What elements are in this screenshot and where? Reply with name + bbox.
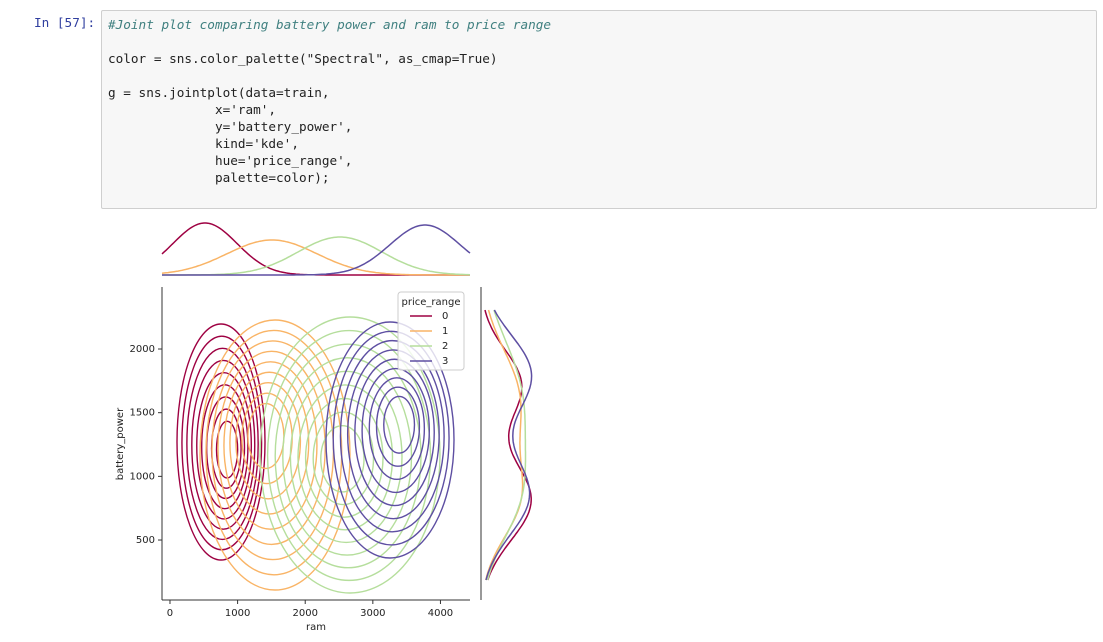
kde-contours xyxy=(325,321,455,559)
legend-title: price_range xyxy=(402,297,461,308)
code-line: hue='price_range', xyxy=(108,153,353,168)
x-tick-label: 4000 xyxy=(428,608,453,619)
code-cell[interactable]: #Joint plot comparing battery power and … xyxy=(101,10,1097,209)
kde-contour xyxy=(368,377,426,481)
marginal-kde-y xyxy=(485,309,533,581)
legend-label: 2 xyxy=(442,341,448,352)
kde-contour xyxy=(176,323,266,561)
marginal-kde-x xyxy=(162,224,471,276)
kde-contour xyxy=(196,371,253,520)
kde-contour xyxy=(266,329,432,582)
code-line: y='battery_power', xyxy=(108,119,353,134)
code-line: palette=color); xyxy=(108,170,330,185)
x-tick-label: 0 xyxy=(167,608,173,619)
code-line: x='ram', xyxy=(108,102,277,117)
kde-contour xyxy=(346,349,440,520)
y-tick-label: 1000 xyxy=(130,471,155,482)
kde-contour xyxy=(274,343,422,569)
code-line: kind='kde', xyxy=(108,136,299,151)
kde-contour xyxy=(259,316,441,594)
marginal-kde-x xyxy=(161,222,470,276)
marginal-kde-x xyxy=(161,239,470,276)
kde-contour xyxy=(200,384,249,510)
legend-label: 3 xyxy=(442,356,448,367)
kde-contour xyxy=(375,386,421,467)
y-axis-label: battery_power xyxy=(115,407,126,480)
kde-contour xyxy=(383,395,416,454)
kde-contour xyxy=(320,424,365,493)
x-tick-label: 1000 xyxy=(225,608,250,619)
y-tick-label: 1500 xyxy=(130,408,155,419)
marginal-kde-y xyxy=(486,309,527,581)
kde-contour xyxy=(181,335,263,551)
code-comment: #Joint plot comparing battery power and … xyxy=(108,17,552,32)
kde-contour xyxy=(199,319,351,591)
cell-prompt: In [57]: xyxy=(34,15,96,30)
code-line: color = sns.color_palette("Spectral", as… xyxy=(108,51,498,66)
y-tick-label: 500 xyxy=(136,535,155,546)
marginal-kde-y xyxy=(484,309,532,581)
kde-contour xyxy=(247,402,285,470)
x-tick-label: 3000 xyxy=(360,608,385,619)
kde-contour xyxy=(241,392,293,485)
kde-contour xyxy=(332,330,450,546)
legend-label: 0 xyxy=(442,311,448,322)
kde-contour xyxy=(354,358,435,507)
x-axis-label: ram xyxy=(306,622,326,633)
legend-label: 1 xyxy=(442,326,448,337)
kde-contour xyxy=(191,359,256,530)
marginal-kde-x xyxy=(162,236,471,276)
legend: price_range 0 1 2 3 xyxy=(397,291,465,371)
kde-contour xyxy=(325,321,455,559)
kde-contour xyxy=(235,382,302,500)
y-tick-label: 2000 xyxy=(130,344,155,355)
x-tick-label: 2000 xyxy=(292,608,317,619)
kde-contour xyxy=(223,361,318,530)
code-line: g = sns.jointplot(data=train, xyxy=(108,85,330,100)
kde-contour xyxy=(217,350,326,546)
kde-contours xyxy=(176,323,266,561)
kde-contour xyxy=(339,339,445,533)
kde-contour xyxy=(312,411,375,506)
kde-contour xyxy=(186,347,259,541)
kde-contour xyxy=(297,384,394,531)
kde-contour xyxy=(361,367,431,494)
